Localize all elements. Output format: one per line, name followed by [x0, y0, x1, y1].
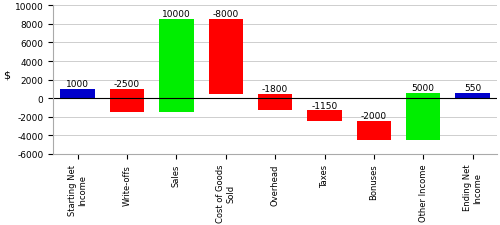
Text: 5000: 5000	[412, 84, 434, 93]
Bar	[208, 20, 243, 94]
Text: -1150: -1150	[312, 101, 338, 110]
Text: -1800: -1800	[262, 84, 288, 93]
Y-axis label: $: $	[3, 70, 10, 80]
Bar	[159, 20, 194, 113]
Text: 1000: 1000	[66, 80, 90, 89]
Text: -8000: -8000	[212, 10, 239, 19]
Bar	[307, 111, 342, 122]
Text: 550: 550	[464, 84, 481, 93]
Bar	[60, 90, 95, 99]
Bar	[406, 94, 440, 140]
Text: -2000: -2000	[361, 112, 387, 121]
Bar	[456, 94, 490, 99]
Bar	[110, 90, 144, 113]
Bar	[356, 122, 391, 140]
Bar	[258, 94, 292, 111]
Text: 10000: 10000	[162, 10, 191, 19]
Text: -2500: -2500	[114, 80, 140, 89]
